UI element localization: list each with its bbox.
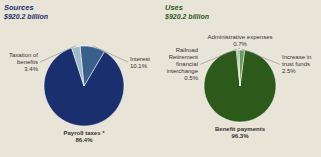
data-label: 10.1% — [130, 63, 148, 69]
data-label: 96.3% — [231, 133, 249, 139]
slice-label: Interest — [130, 56, 150, 62]
slice-label-line: Benefit payments — [215, 126, 266, 132]
slice-label: Taxation ofbenefits — [9, 52, 38, 65]
leader-line — [200, 49, 237, 64]
slice-label-line: Administrative expenses — [207, 34, 272, 40]
pie-panel: Uses$920.2 billion Benefit payments96.3% R… — [164, 3, 311, 139]
slice-label-line: Railroad — [176, 47, 198, 53]
data-label: 2.5% — [282, 68, 296, 74]
slice-label-line: interchange — [167, 68, 199, 74]
pie-slice — [236, 50, 240, 86]
slice-label: RailroadRetirementfinancialinterchange — [167, 47, 199, 74]
slice-label-line: trust funds — [282, 61, 310, 67]
subtitle: $920.2 billion — [3, 13, 48, 20]
pie-slice — [80, 46, 104, 86]
slice-label-line: Taxation of — [9, 52, 38, 58]
pie-slice — [204, 50, 276, 122]
slice-label: Administrative expenses — [207, 34, 272, 40]
slice-label: Benefit payments — [215, 126, 266, 132]
data-label: 3.4% — [24, 66, 38, 72]
slice-label-line: Retirement — [169, 54, 199, 60]
leader-line — [40, 46, 76, 62]
slice-label: Payroll taxes * — [63, 130, 105, 136]
leader-line — [242, 49, 280, 64]
slice-label-line: Payroll taxes * — [63, 130, 105, 136]
data-label: 0.7% — [233, 41, 247, 47]
slice-label-line: financial — [176, 61, 198, 67]
pie-slice — [72, 46, 84, 86]
title: Uses — [165, 3, 183, 12]
pie-panel: Sources$920.2 billion Payroll taxes *86.4… — [3, 3, 150, 143]
slice-label-line: Interest — [130, 56, 150, 62]
data-label: 0.5% — [184, 75, 198, 81]
subtitle: $920.2 billion — [164, 13, 209, 20]
leader-line — [238, 48, 240, 49]
leader-line — [93, 46, 128, 62]
slice-label-line: Increase in — [282, 54, 311, 60]
data-label: 86.4% — [75, 137, 93, 143]
title: Sources — [4, 3, 34, 12]
slice-label-line: benefits — [17, 59, 38, 65]
slice-label: Increase intrust funds — [282, 54, 311, 67]
chart-root: Sources$920.2 billionPayroll taxes *86.4… — [0, 0, 321, 157]
